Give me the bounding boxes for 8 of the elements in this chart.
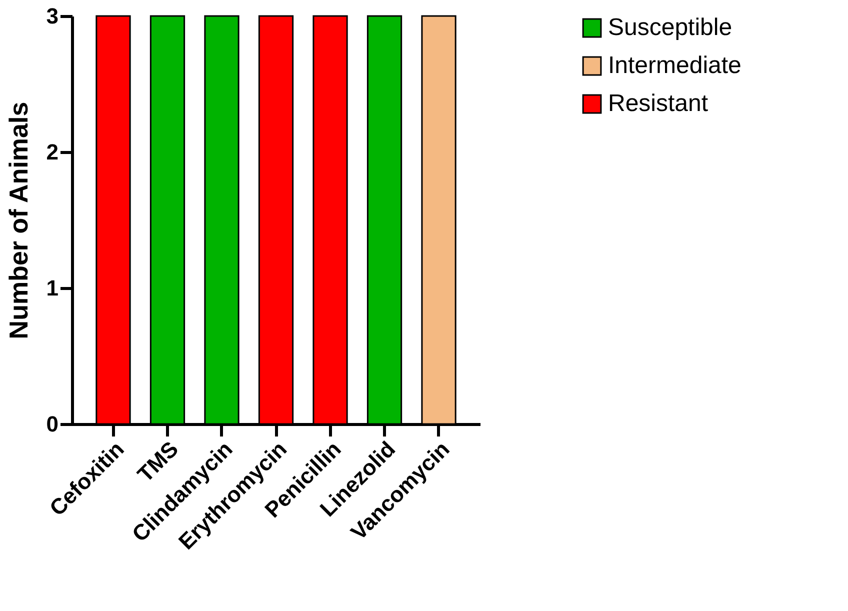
legend-label: Intermediate — [608, 52, 742, 79]
y-tick-label: 2 — [46, 140, 58, 164]
legend-label: Susceptible — [608, 14, 732, 41]
y-axis-title: Number of Animals — [3, 102, 34, 340]
y-tick-label: 0 — [46, 412, 58, 436]
legend-label: Resistant — [608, 90, 708, 117]
y-tick-label: 1 — [46, 276, 58, 300]
y-tick-label: 3 — [46, 4, 58, 28]
